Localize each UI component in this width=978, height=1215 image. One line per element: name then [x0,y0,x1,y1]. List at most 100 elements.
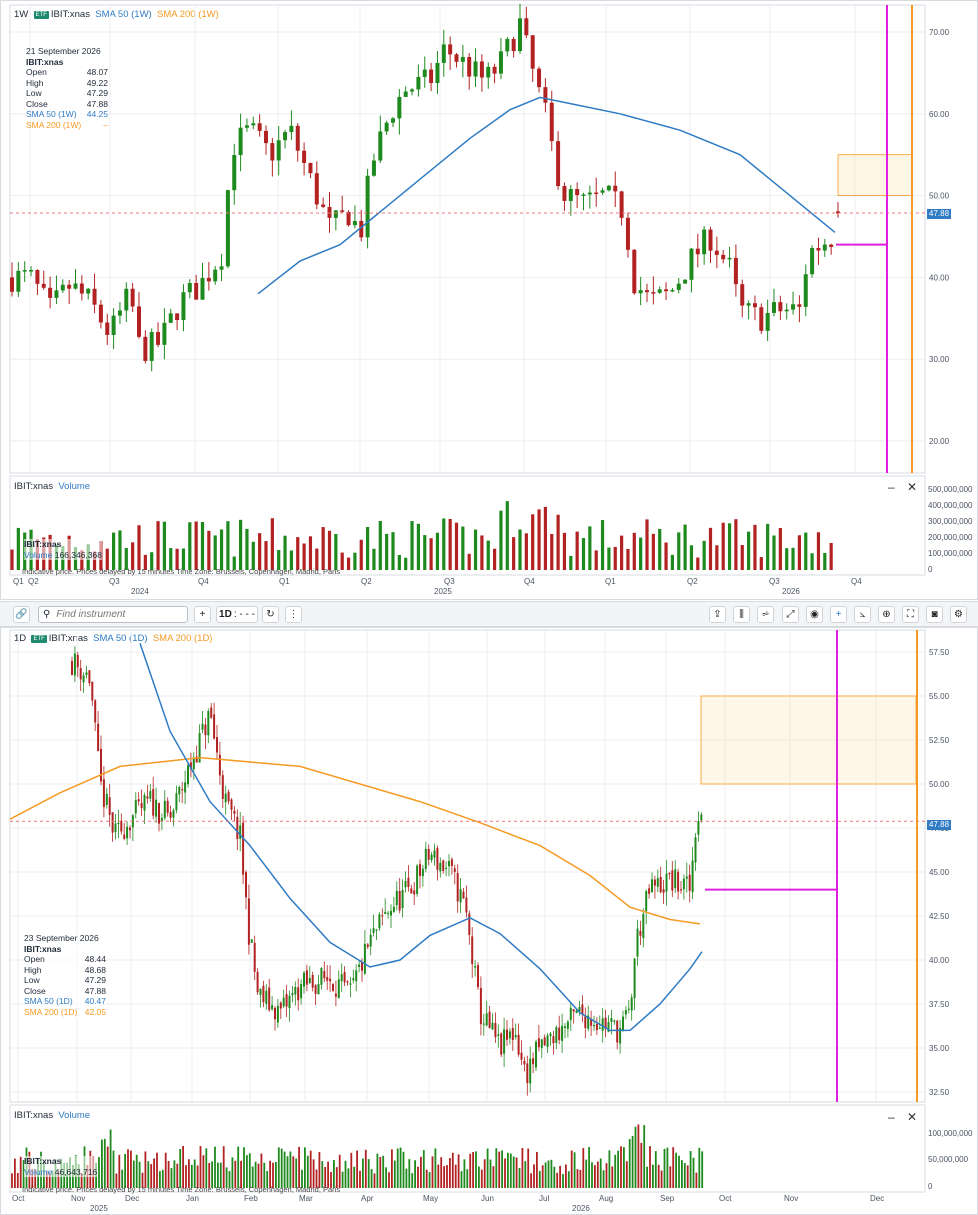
volume-y-tick: 0 [928,565,933,574]
candle-body [581,1004,584,1015]
volume-bar [260,1153,263,1188]
volume-bar [666,1147,669,1188]
weekly-volume-close-button[interactable]: ✕ [907,480,918,494]
volume-bar [308,536,313,570]
candle-body [568,189,573,201]
daily-volume-minimize-button[interactable]: – [888,1110,895,1124]
daily-volume-symbol[interactable]: IBIT:xnas [14,1110,54,1121]
fullscreen-button[interactable]: ⛶ [902,606,919,623]
candle-body [314,985,317,994]
volume-bar [31,1168,34,1188]
volume-bar [652,1164,654,1188]
volume-bar [208,1162,211,1188]
weekly-interval-label[interactable]: 1W [14,9,29,20]
candle-body [727,257,732,260]
daily-sma200-label[interactable]: SMA 200 (1D) [152,633,213,644]
volume-bar [327,1161,329,1188]
daily-volume-label[interactable]: Volume [58,1110,91,1121]
volume-bar [559,1165,561,1188]
volume-bar [301,1169,303,1188]
volume-bar [646,1166,648,1188]
refresh-button[interactable]: ↻ [262,606,279,623]
weekly-price-chart[interactable]: 70.00 60.00 50.00 40.00 30.00 20.00 500,000,00… [0,0,978,600]
weekly-volume-symbol[interactable]: IBIT:xnas [14,481,54,492]
volume-bar [417,1166,419,1188]
candle-body [656,878,659,887]
crosshair-button[interactable]: + [830,606,847,623]
candle-body [369,934,372,947]
candle-body [352,978,355,981]
daily-symbol-label[interactable]: IBIT:xnas [48,633,88,644]
volume-bar [118,530,122,570]
visibility-button[interactable]: ◉ [806,606,823,623]
interval-dashes: : - - - [233,609,255,620]
candle-body [421,868,424,877]
etf-icon: ETF [33,11,49,19]
more-options-button[interactable]: ⋮ [285,606,302,623]
candle-body [569,1007,572,1021]
weekly-volume-label[interactable]: Volume [58,481,91,492]
x-month-label: Nov [71,1194,85,1203]
candle-body [662,889,665,893]
link-button[interactable]: 🔗 [13,606,30,623]
volume-bar [112,1150,115,1188]
candle-body [625,217,630,250]
volume-bar [428,1172,431,1188]
candle-body [543,87,548,103]
y-tick-label: 40.00 [929,273,950,282]
volume-bar [200,521,205,570]
x-year-label: 2026 [572,1204,590,1213]
volume-bar [640,1142,643,1188]
candle-body [265,990,268,1004]
weekly-volume-minimize-button[interactable]: – [888,480,895,494]
volume-bar [804,532,808,570]
share-button[interactable]: ⇪ [709,606,726,623]
zoom-button[interactable]: ⊕ [878,606,895,623]
candle-body [784,309,789,312]
candle-body [746,303,751,306]
find-instrument-search[interactable]: ⚲ [38,606,188,623]
candle-body [120,820,123,832]
daily-interval-label[interactable]: 1D [14,633,27,644]
interval-selector[interactable]: 1D: - - - [216,606,258,623]
volume-bar [435,532,440,570]
candle-body [163,800,166,818]
candle-body [482,1023,485,1025]
legend-sma50-key: SMA 50 (1D) [24,996,73,1006]
candle-body [740,284,745,306]
candle-body [268,987,271,1011]
volume-bar [370,1169,373,1188]
candle-body [97,723,100,752]
compare-button[interactable]: ⦣ [854,606,871,623]
weekly-sma200-label[interactable]: SMA 200 (1W) [157,9,219,20]
camera-icon: ◙ [931,609,938,620]
candle-body [213,269,218,282]
screenshot-button[interactable]: ◙ [926,606,943,623]
volume-bar [515,1157,518,1188]
volume-bar [283,1151,286,1188]
volume-bar [346,557,351,570]
candle-body [395,890,398,906]
candle-body [100,748,102,782]
indicators-button[interactable]: ⩫ [757,606,774,623]
sma50-line [139,642,703,1032]
x-year-label: 2025 [434,587,452,596]
settings-button[interactable]: ⚙ [950,606,967,623]
search-input[interactable] [54,608,179,621]
weekly-symbol-label[interactable]: IBIT:xnas [50,9,90,20]
chart-type-button[interactable]: ⫼ [733,606,750,623]
volume-bar [359,1170,361,1188]
candle-body [169,811,172,818]
add-instrument-button[interactable]: + [194,606,211,623]
candle-body [613,185,618,192]
volume-bar [350,1152,353,1188]
volume-bar [408,1159,411,1188]
volume-bar [98,1157,100,1188]
daily-volume-close-button[interactable]: ✕ [907,1110,918,1124]
candle-body [791,304,796,310]
daily-sma50-label[interactable]: SMA 50 (1D) [93,633,148,644]
weekly-sma50-label[interactable]: SMA 50 (1W) [95,9,152,20]
draw-line-button[interactable]: ⤢ [782,606,799,623]
volume-bar [553,1166,556,1188]
